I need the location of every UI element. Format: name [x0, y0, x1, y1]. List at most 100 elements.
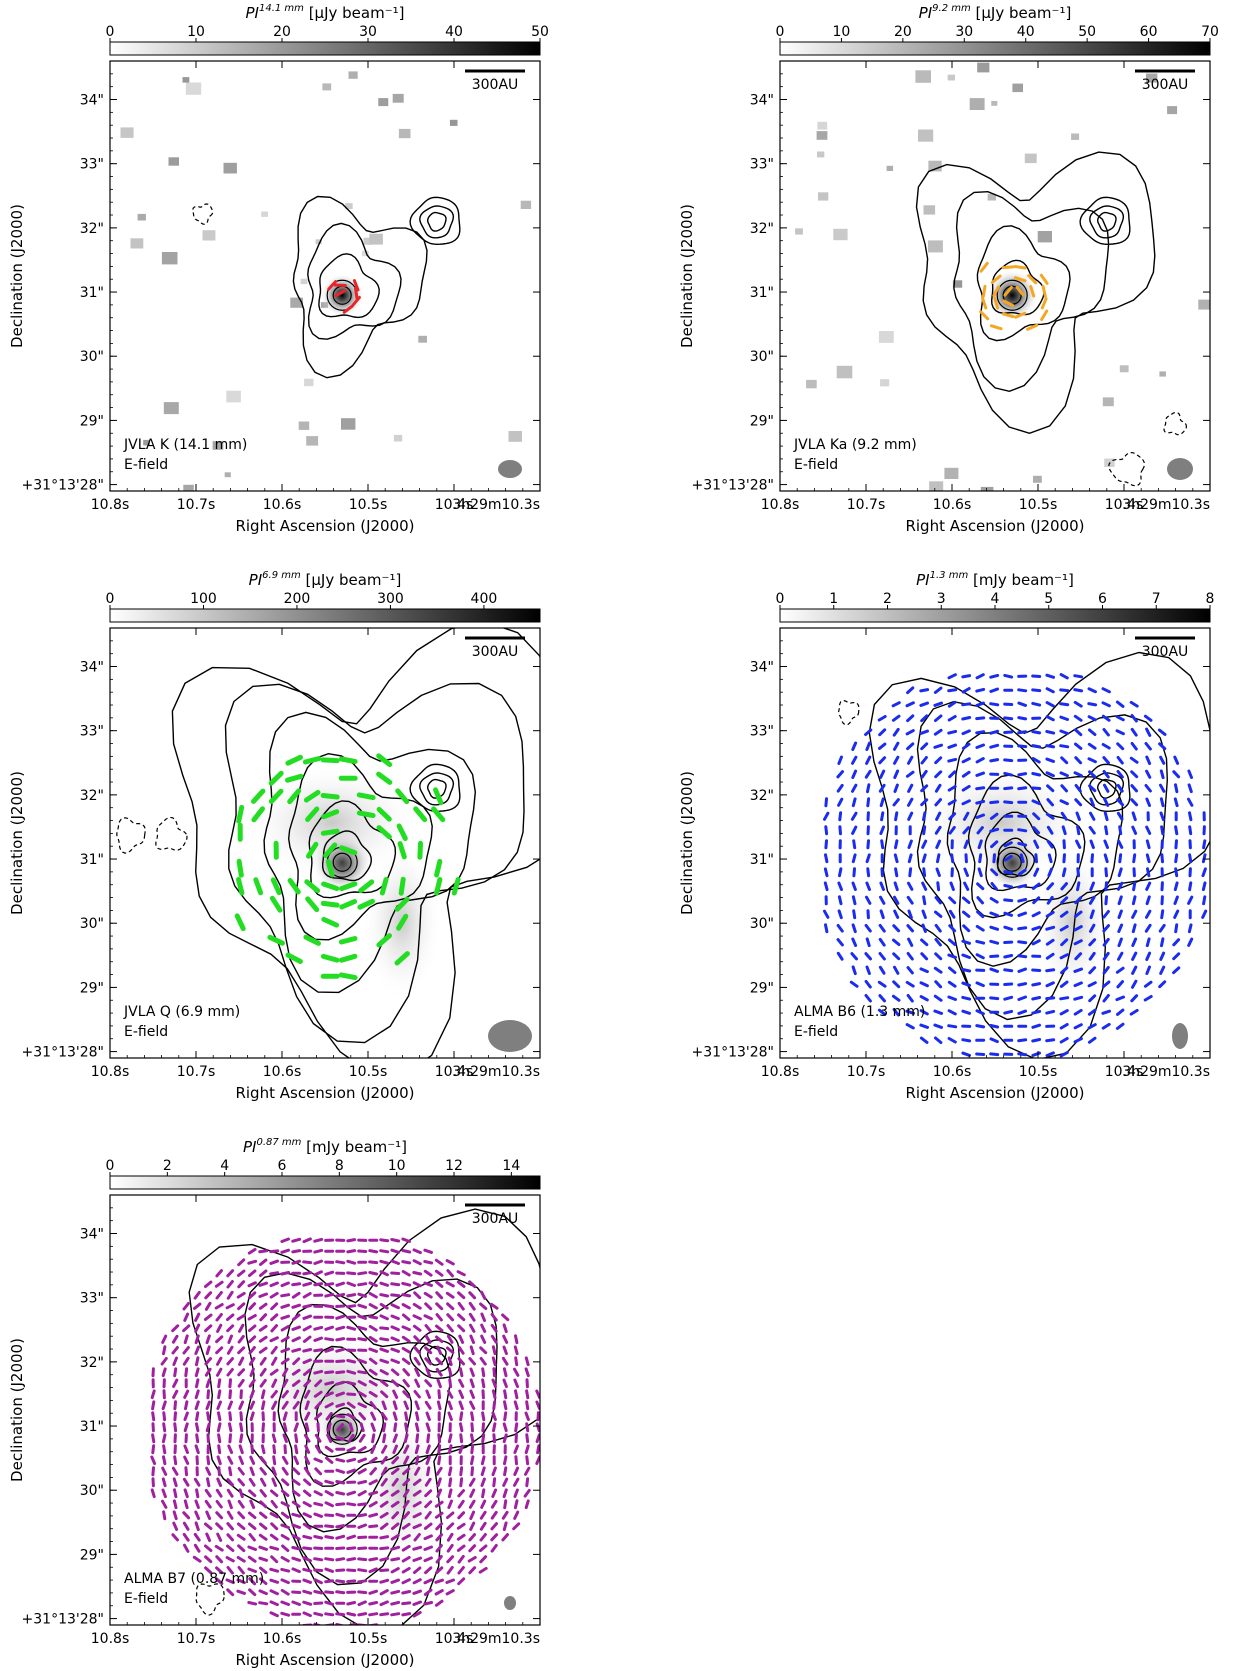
- e-field-vector: [1045, 1009, 1056, 1015]
- e-field-vector: [459, 1367, 464, 1378]
- e-field-vector: [879, 909, 885, 920]
- e-field-vector: [1059, 980, 1069, 988]
- e-field-vector: [446, 1302, 455, 1311]
- e-field-vector: [357, 1523, 367, 1529]
- colorbar-label-main: PI: [916, 571, 930, 589]
- e-field-vector: [457, 1566, 465, 1575]
- y-tick-label: 34": [750, 660, 774, 676]
- e-field-vector: [1074, 896, 1083, 905]
- x-tick-label: 10.6s: [263, 497, 301, 513]
- e-field-vector: [1027, 274, 1038, 285]
- e-field-vector: [1017, 868, 1027, 876]
- e-field-vector: [390, 1314, 400, 1321]
- y-tick-label: 30": [750, 916, 774, 932]
- y-tick-label: +31°13'28": [22, 478, 104, 494]
- y-tick-label: 30": [80, 916, 104, 932]
- e-field-vector: [947, 1037, 957, 1044]
- e-field-vector: [950, 853, 955, 864]
- e-field-vector: [425, 1367, 431, 1377]
- y-tick-label: 30": [80, 1483, 104, 1499]
- e-field-vector: [324, 1524, 335, 1529]
- e-field-vector: [291, 1291, 301, 1299]
- e-field-vector: [248, 1302, 257, 1311]
- e-field-vector: [1003, 884, 1014, 889]
- panel-annotation: ALMA B7 (0.87 mm): [124, 1571, 264, 1587]
- e-field-vector: [390, 1347, 400, 1353]
- e-field-vector: [836, 783, 844, 793]
- stokes-i-contour: [322, 830, 373, 882]
- e-field-vector: [193, 1532, 201, 1542]
- e-field-vector: [335, 1468, 345, 1474]
- e-field-vector: [204, 1280, 213, 1288]
- e-field-vector: [248, 1269, 257, 1277]
- e-field-vector: [975, 953, 985, 960]
- e-field-vector: [1031, 688, 1042, 693]
- e-field-vector: [339, 845, 358, 856]
- e-field-vector: [480, 1499, 487, 1509]
- e-field-vector: [161, 1334, 168, 1344]
- e-field-vector: [357, 1480, 368, 1485]
- colorbar-tick-label: 20: [273, 24, 291, 40]
- e-field-vector: [392, 1411, 398, 1422]
- e-field-vector: [1131, 895, 1137, 906]
- e-field-vector: [1059, 702, 1070, 707]
- e-field-vector: [291, 1489, 301, 1497]
- e-field-vector: [390, 1271, 401, 1275]
- e-field-vector: [391, 1522, 400, 1530]
- e-field-vector: [447, 1389, 454, 1399]
- e-field-vector: [919, 1023, 929, 1029]
- e-field-vector: [1003, 898, 1014, 903]
- e-field-vector: [151, 1400, 156, 1411]
- e-field-vector: [382, 1422, 387, 1433]
- e-field-vector: [280, 1336, 290, 1343]
- e-field-vector: [866, 797, 871, 808]
- e-field-vector: [172, 1521, 179, 1531]
- e-field-vector: [368, 1260, 379, 1265]
- e-field-vector: [335, 1435, 346, 1441]
- negative-contour: [1163, 411, 1188, 436]
- e-field-vector: [906, 686, 915, 695]
- e-field-vector: [368, 1368, 378, 1376]
- e-field-vector: [920, 952, 929, 961]
- e-field-vector: [1158, 980, 1167, 989]
- y-tick-label: 34": [750, 93, 774, 109]
- e-field-vector: [905, 770, 915, 778]
- e-field-vector: [390, 1238, 401, 1243]
- e-field-vector: [379, 1281, 389, 1287]
- e-field-vector: [1117, 923, 1124, 933]
- e-field-vector: [183, 1411, 189, 1421]
- pi-pixel: [1198, 299, 1210, 310]
- e-field-vector: [423, 1281, 433, 1287]
- e-field-vector: [237, 1335, 245, 1344]
- e-field-vector: [947, 700, 957, 708]
- e-field-vector: [446, 1324, 454, 1333]
- e-field-vector: [206, 1411, 211, 1422]
- e-field-vector: [368, 1512, 379, 1518]
- e-field-vector: [280, 1578, 290, 1585]
- e-field-vector: [304, 1444, 311, 1454]
- x-tick-label: 10.7s: [177, 1064, 215, 1080]
- x-axis-label: Right Ascension (J2000): [905, 1084, 1084, 1102]
- e-field-vector: [412, 1324, 422, 1332]
- e-field-vector: [291, 1546, 302, 1551]
- e-field-vector: [291, 1237, 302, 1243]
- colorbar-tick-label: 8: [1206, 591, 1215, 607]
- e-field-vector: [324, 1391, 334, 1398]
- colorbar-label-unit: [μJy beam⁻¹]: [971, 4, 1072, 22]
- e-field-vector: [226, 1368, 234, 1377]
- e-field-vector: [226, 1357, 234, 1366]
- e-field-vector: [1017, 883, 1028, 889]
- e-field-vector: [335, 1502, 346, 1507]
- e-field-vector: [448, 1477, 453, 1488]
- e-field-vector: [1090, 853, 1094, 864]
- e-field-vector: [990, 882, 998, 891]
- colorbar-tick-label: 0: [776, 591, 785, 607]
- e-field-vector: [470, 1455, 475, 1466]
- e-field-vector: [346, 1579, 357, 1584]
- e-field-vector: [401, 1303, 411, 1310]
- e-field-vector: [368, 1601, 379, 1606]
- e-field-vector: [469, 1389, 475, 1399]
- y-tick-label: 33": [750, 724, 774, 740]
- e-field-vector: [1104, 867, 1108, 878]
